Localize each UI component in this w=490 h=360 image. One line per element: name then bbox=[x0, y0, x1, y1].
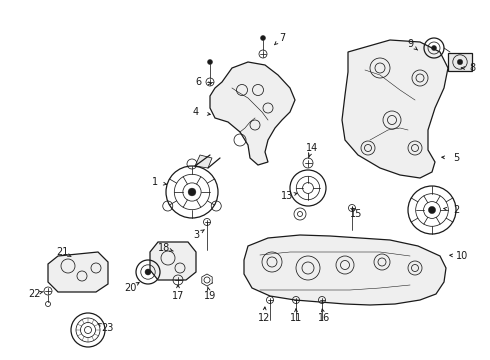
Text: 8: 8 bbox=[469, 63, 475, 73]
Circle shape bbox=[261, 36, 266, 40]
Text: 4: 4 bbox=[193, 107, 199, 117]
Text: 16: 16 bbox=[318, 313, 330, 323]
Text: 12: 12 bbox=[258, 313, 270, 323]
Text: 11: 11 bbox=[290, 313, 302, 323]
Text: 7: 7 bbox=[279, 33, 285, 43]
Text: 17: 17 bbox=[172, 291, 184, 301]
Text: 13: 13 bbox=[281, 191, 293, 201]
Circle shape bbox=[188, 188, 196, 196]
Text: 19: 19 bbox=[204, 291, 216, 301]
Polygon shape bbox=[448, 53, 472, 71]
Polygon shape bbox=[48, 252, 108, 292]
Text: 14: 14 bbox=[306, 143, 318, 153]
Text: 21: 21 bbox=[56, 247, 68, 257]
Text: 2: 2 bbox=[453, 205, 459, 215]
Text: 23: 23 bbox=[101, 323, 113, 333]
Text: 22: 22 bbox=[28, 289, 40, 299]
Polygon shape bbox=[342, 40, 448, 178]
Polygon shape bbox=[244, 235, 446, 305]
Circle shape bbox=[428, 206, 436, 213]
Text: 1: 1 bbox=[152, 177, 158, 187]
Text: 5: 5 bbox=[453, 153, 459, 163]
Text: 18: 18 bbox=[158, 243, 170, 253]
Text: 10: 10 bbox=[456, 251, 468, 261]
Text: 6: 6 bbox=[195, 77, 201, 87]
Text: 3: 3 bbox=[193, 230, 199, 240]
Polygon shape bbox=[210, 62, 295, 165]
Text: 9: 9 bbox=[407, 39, 413, 49]
Circle shape bbox=[457, 59, 463, 65]
Polygon shape bbox=[150, 242, 196, 280]
Text: 20: 20 bbox=[124, 283, 136, 293]
Polygon shape bbox=[195, 155, 212, 168]
Circle shape bbox=[145, 269, 151, 275]
Circle shape bbox=[207, 59, 213, 64]
Text: 15: 15 bbox=[350, 209, 362, 219]
Circle shape bbox=[432, 45, 437, 50]
